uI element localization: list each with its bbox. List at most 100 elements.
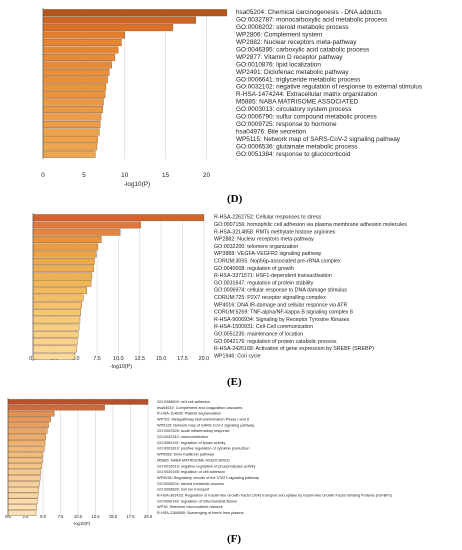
category-label: R-HSA-3214858: RMTs methylate histone ar… bbox=[214, 229, 336, 235]
category-label: WP5089: Kinin-Kallikrein pathway bbox=[157, 453, 214, 457]
category-label: R-HSA-9006934: Signaling by Receptor Tyr… bbox=[214, 317, 350, 323]
category-label: WP1946: Cori cycle bbox=[214, 353, 261, 359]
category-label: hsa04976: Bile secretion bbox=[236, 128, 306, 135]
x-tick-label: 0.0 bbox=[5, 514, 11, 519]
bar bbox=[32, 309, 82, 316]
x-tick-label: 20.0 bbox=[144, 514, 153, 519]
bar bbox=[7, 475, 41, 481]
x-tick-label: 0 bbox=[41, 172, 45, 179]
x-tick-label: 5.0 bbox=[72, 356, 80, 362]
bar bbox=[32, 236, 102, 243]
bar bbox=[32, 214, 205, 222]
bar bbox=[7, 416, 51, 423]
bar bbox=[7, 422, 49, 429]
category-label: CORUM:3055: Nop56p-associated pre-rRNA c… bbox=[214, 258, 341, 264]
bar bbox=[7, 451, 44, 458]
bar bbox=[7, 498, 38, 505]
bar bbox=[7, 463, 42, 470]
x-tick-label: 15 bbox=[162, 172, 170, 179]
bar bbox=[7, 434, 46, 440]
bar bbox=[7, 492, 39, 499]
category-label: M5885: NABA MATRISOME ASSOCIATED bbox=[236, 99, 359, 106]
category-label: R-HSA-3371571: HSF1-dependent transactiv… bbox=[214, 273, 332, 279]
category-label: CORUM:725: P2X7 receptor signalling comp… bbox=[214, 295, 326, 301]
x-tick-label: 17.5 bbox=[126, 514, 135, 519]
category-label: GO:0008202: steroid metabolic process bbox=[157, 482, 224, 486]
category-label: WP702: Metapathway biotransformation Pha… bbox=[157, 417, 249, 421]
category-label: GO:0042310: vasoconstriction bbox=[157, 435, 208, 439]
category-label: GO:0060191: regulation of lipase activit… bbox=[157, 441, 225, 445]
bar bbox=[7, 469, 42, 475]
bar bbox=[42, 98, 104, 106]
x-tick-label: 10 bbox=[121, 172, 129, 179]
panel-label-e: (E) bbox=[227, 376, 242, 388]
bar bbox=[7, 457, 43, 464]
bar bbox=[7, 486, 39, 493]
bar bbox=[42, 24, 174, 32]
category-label: R-HSA-1474244: Extracellular matrix orga… bbox=[236, 91, 378, 98]
bar bbox=[42, 128, 100, 136]
bar bbox=[7, 510, 37, 516]
category-label: GO:0007156: homophilic cell adhesion via… bbox=[214, 222, 407, 228]
category-label: GO:0040008: regulation of growth bbox=[214, 266, 294, 272]
category-label: M5885: NABA MATRISOME ASSOCIATED bbox=[157, 458, 230, 462]
bar bbox=[7, 440, 46, 446]
category-label: GO:0042176: regulation of protein catabo… bbox=[214, 339, 337, 345]
bar bbox=[32, 316, 81, 324]
bar bbox=[42, 150, 96, 158]
x-tick-label: 15.0 bbox=[156, 356, 167, 362]
bar bbox=[42, 61, 112, 69]
bar bbox=[32, 243, 99, 251]
chart-panel-2: 0.0 2.5 5.0 7.5 10.0 12.5 15.0 17.5 20.0 GO:00986… bbox=[5, 398, 393, 526]
bar bbox=[42, 83, 107, 91]
category-label: GO:0006790: sulfur compound metabolic pr… bbox=[236, 114, 377, 121]
category-label: GO:0001819: positive regulation of cytok… bbox=[157, 447, 249, 451]
category-label: GO:0009725: response to hormone bbox=[236, 121, 337, 128]
bar bbox=[42, 31, 125, 39]
category-label: GO:0006826: iron ion transport bbox=[157, 488, 210, 492]
bar bbox=[42, 68, 110, 76]
bar bbox=[7, 481, 40, 487]
category-label: hsa05204: Chemical carcinogenesis - DNA … bbox=[236, 9, 382, 16]
category-label: WP4538: Regulatory circuits of the STAT3… bbox=[157, 476, 259, 480]
category-label: GO:0008202: steroid metabolic process bbox=[236, 24, 349, 31]
category-label: WP15: Selenium micronutrient network bbox=[157, 505, 223, 509]
bar bbox=[32, 338, 78, 346]
panels-group: 0 5 10 15 20 hsa05204: Chemical carcinogenesi… bbox=[5, 8, 422, 526]
x-axis-label: -log10(P) bbox=[73, 521, 91, 526]
bar bbox=[42, 9, 228, 17]
bar bbox=[42, 121, 101, 128]
category-label: GO:0032102: negative regulation of respo… bbox=[236, 84, 422, 91]
category-label: R-HSA-2168880: Scavenging of heme from p… bbox=[157, 511, 244, 515]
x-tick-label: 10.0 bbox=[74, 514, 83, 519]
bar bbox=[42, 91, 106, 99]
bar bbox=[42, 53, 116, 61]
bar bbox=[32, 272, 93, 280]
category-label: GO:0031647: regulation of protein stabil… bbox=[214, 280, 314, 286]
bar bbox=[7, 399, 149, 405]
bar bbox=[42, 76, 108, 84]
category-label: WP4016: DNA IR-damage and cellular respo… bbox=[214, 302, 347, 308]
category-label: GO:0032200: telomere organization bbox=[214, 244, 298, 250]
category-label: WP3888: VEGFA-VEGFR2 signaling pathway bbox=[214, 251, 322, 257]
bar bbox=[42, 106, 103, 114]
bar bbox=[42, 39, 122, 46]
x-axis-label: -log10(P) bbox=[110, 364, 132, 370]
bar bbox=[32, 287, 88, 295]
bar bbox=[32, 331, 79, 338]
category-label: WP2806: Complement system bbox=[236, 32, 322, 39]
category-label: CORUM:5269: TNF-alpha/NF-kappa B signali… bbox=[214, 310, 353, 316]
bar bbox=[32, 301, 82, 309]
bar bbox=[42, 46, 119, 54]
category-label: GO:0051384: response to glucocorticoid bbox=[236, 151, 351, 158]
category-label: GO:0003013: circulatory system process bbox=[236, 106, 351, 113]
x-tick-label: 7.5 bbox=[93, 356, 101, 362]
bar bbox=[32, 279, 92, 287]
x-tick-label: 5.0 bbox=[40, 514, 46, 519]
x-tick-label: 10.0 bbox=[113, 356, 124, 362]
bar bbox=[32, 294, 84, 302]
category-label: GO:0006974: cellular response to DNA dam… bbox=[214, 288, 347, 294]
bar bbox=[32, 221, 141, 229]
bar bbox=[32, 323, 80, 331]
